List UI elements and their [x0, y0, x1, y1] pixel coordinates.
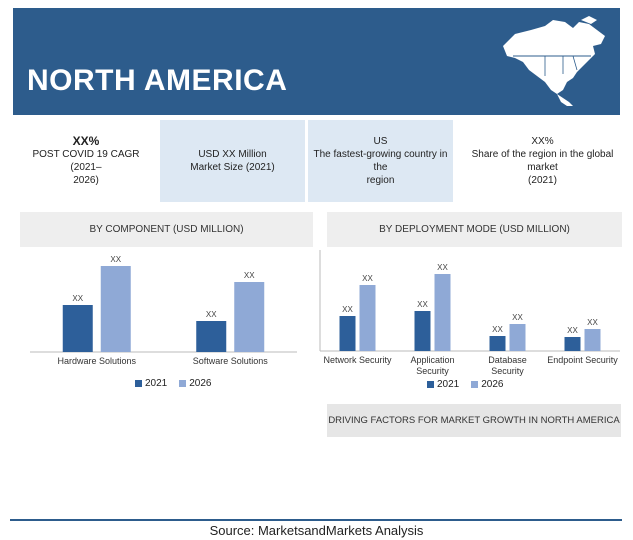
legend-item-2026: 2026 — [471, 379, 504, 390]
data-label: XX — [206, 310, 217, 319]
legend-swatch — [471, 381, 479, 388]
component-bar-chart: XX XX Hardware Solutions XX XX Software Solut… — [30, 255, 297, 366]
legend-item-2021: 2021 — [427, 379, 459, 390]
category-label-line: Security — [491, 366, 524, 376]
legend-swatch — [179, 380, 187, 387]
category-label: Network Security — [323, 355, 392, 365]
data-label: XX — [110, 255, 121, 264]
bar-2021 — [196, 321, 227, 352]
data-label: XX — [567, 326, 578, 335]
bar-2021 — [564, 337, 581, 351]
bar-2021 — [489, 336, 506, 351]
data-label: XX — [512, 313, 523, 322]
bar-2021 — [339, 316, 356, 351]
category-label-line: Application — [410, 355, 454, 365]
legend-swatch — [135, 380, 142, 387]
north-america-map-icon — [503, 16, 605, 106]
deployment-chart-title: BY DEPLOYMENT MODE (USD MILLION) — [327, 212, 622, 247]
bar-2021 — [414, 311, 431, 351]
category-label: Database Security — [488, 355, 527, 376]
stat-market-size: USD XX Million Market Size (2021) — [160, 120, 305, 202]
data-label: XX — [437, 263, 448, 272]
bar-2021 — [62, 305, 93, 352]
component-legend: 2021 2026 — [135, 378, 212, 389]
data-label: XX — [417, 300, 428, 309]
source-note: Source: MarketsandMarkets Analysis — [209, 523, 424, 538]
legend-label: 2021 — [437, 379, 460, 390]
data-label: XX — [244, 271, 255, 280]
region-title: NORTH AMERICA — [27, 64, 288, 97]
bar-2026 — [434, 274, 451, 351]
data-label: XX — [492, 325, 503, 334]
category-label: Endpoint Security — [547, 355, 618, 365]
bar-2026 — [359, 285, 376, 351]
header-banner: NORTH AMERICA — [13, 8, 620, 115]
bar-2026 — [509, 324, 526, 351]
legend-item-2021: 2021 — [135, 378, 167, 389]
data-label: XX — [587, 318, 598, 327]
deployment-legend: 2021 2026 — [427, 379, 504, 390]
data-label: XX — [362, 274, 373, 283]
bar-2026 — [100, 266, 131, 352]
stat-market-size-label: USD XX Million Market Size (2021) — [190, 149, 275, 173]
stat-cagr-label: POST COVID 19 CAGR (2021– 2026) — [32, 149, 140, 186]
bar-2026 — [584, 329, 601, 351]
stat-fastest-country-label: US The fastest-growing country in the regi… — [313, 136, 448, 186]
driving-factors-heading: DRIVING FACTORS FOR MARKET GROWTH IN NOR… — [327, 404, 621, 437]
category-label-line: Database — [488, 355, 527, 365]
stat-share-label: XX% Share of the region in the global mar… — [471, 136, 614, 186]
data-label: XX — [72, 294, 83, 303]
legend-label: 2026 — [189, 378, 212, 389]
category-label: Software Solutions — [193, 356, 269, 366]
stat-cagr-value: XX% — [72, 134, 100, 148]
category-label-line: Security — [416, 366, 449, 376]
category-label: Hardware Solutions — [57, 356, 136, 366]
footer-divider — [10, 519, 622, 521]
stat-cagr: XX% POST COVID 19 CAGR (2021– 2026) — [22, 120, 150, 202]
stat-share: XX% Share of the region in the global mar… — [460, 120, 625, 202]
category-label: Application Security — [410, 355, 454, 376]
data-label: XX — [342, 305, 353, 314]
legend-label: 2026 — [481, 379, 504, 390]
bar-2026 — [234, 282, 265, 352]
legend-swatch — [427, 381, 434, 388]
legend-item-2026: 2026 — [179, 378, 212, 389]
component-chart-title: BY COMPONENT (USD MILLION) — [20, 212, 313, 247]
legend-label: 2021 — [145, 378, 168, 389]
stat-fastest-country: US The fastest-growing country in the regi… — [308, 120, 453, 202]
